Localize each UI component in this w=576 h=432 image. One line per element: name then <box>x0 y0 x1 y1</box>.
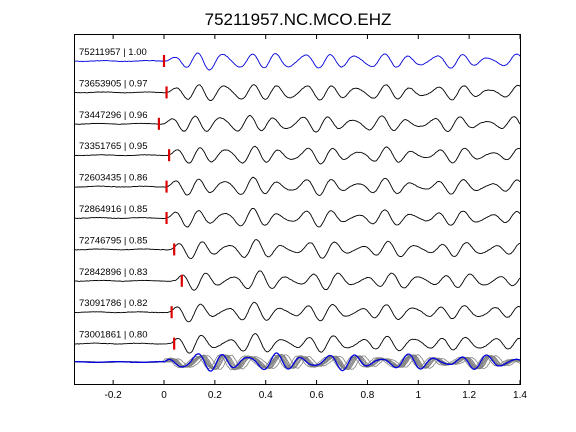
trace-row: 73653905 | 0.97 <box>75 78 521 101</box>
trace-label: 73091786 | 0.82 <box>79 298 148 309</box>
trace-row: 75211957 | 1.00 <box>74 47 521 71</box>
stack-master-trace <box>75 352 521 372</box>
trace-row: 72746795 | 0.85 <box>74 235 521 260</box>
plot-frame <box>74 34 521 385</box>
trace-label: 73351765 | 0.95 <box>79 141 148 152</box>
stack-layer <box>74 352 521 372</box>
trace-label: 73001861 | 0.80 <box>79 330 148 341</box>
trace-label: 72842896 | 0.83 <box>79 267 148 278</box>
x-tick-label: 1.4 <box>513 390 527 401</box>
trace-row: 73447296 | 0.96 <box>74 110 521 133</box>
x-tick-label: 0.2 <box>208 390 222 401</box>
trace-waveform <box>74 270 521 291</box>
x-tick-label: 0.4 <box>259 390 273 401</box>
x-tick-label: 0.8 <box>360 390 374 401</box>
x-axis-ticks: -0.2 0 0.2 0.4 0.6 0.8 1 1.2 1.4 <box>105 35 527 401</box>
trace-waveform <box>75 84 521 101</box>
chart-title: 75211957.NC.MCO.EHZ <box>205 10 392 29</box>
trace-label: 75211957 | 1.00 <box>79 47 147 58</box>
axes <box>74 34 521 385</box>
trace-label: 73447296 | 0.96 <box>79 110 148 121</box>
x-tick-label: 0 <box>161 390 167 401</box>
trace-waveform <box>74 239 521 260</box>
trace-row: 73351765 | 0.95 <box>74 141 521 165</box>
trace-row: 72603435 | 0.86 <box>75 173 521 196</box>
trace-waveform <box>74 208 521 228</box>
trace-label: 73653905 | 0.97 <box>79 78 148 89</box>
trace-label: 72603435 | 0.86 <box>79 173 148 184</box>
trace-waveform <box>74 114 521 133</box>
traces-layer: 75211957 | 1.00 73653905 | 0.97 73447296 |… <box>74 47 521 354</box>
trace-label: 72746795 | 0.85 <box>79 235 148 246</box>
trace-waveform <box>74 52 521 71</box>
trace-row: 73001861 | 0.80 <box>74 330 521 354</box>
trace-waveform <box>74 333 521 354</box>
trace-label: 72864916 | 0.85 <box>79 204 148 215</box>
x-tick-label: -0.2 <box>105 390 123 401</box>
x-tick-label: 1.2 <box>462 390 476 401</box>
x-tick-label: 0.6 <box>310 390 324 401</box>
trace-waveform <box>74 301 521 323</box>
trace-row: 73091786 | 0.82 <box>74 298 521 323</box>
trace-row: 72864916 | 0.85 <box>74 204 521 228</box>
trace-row: 72842896 | 0.83 <box>74 267 521 291</box>
x-tick-label: 1 <box>416 390 422 401</box>
trace-waveform <box>74 145 521 165</box>
trace-waveform <box>75 176 521 196</box>
